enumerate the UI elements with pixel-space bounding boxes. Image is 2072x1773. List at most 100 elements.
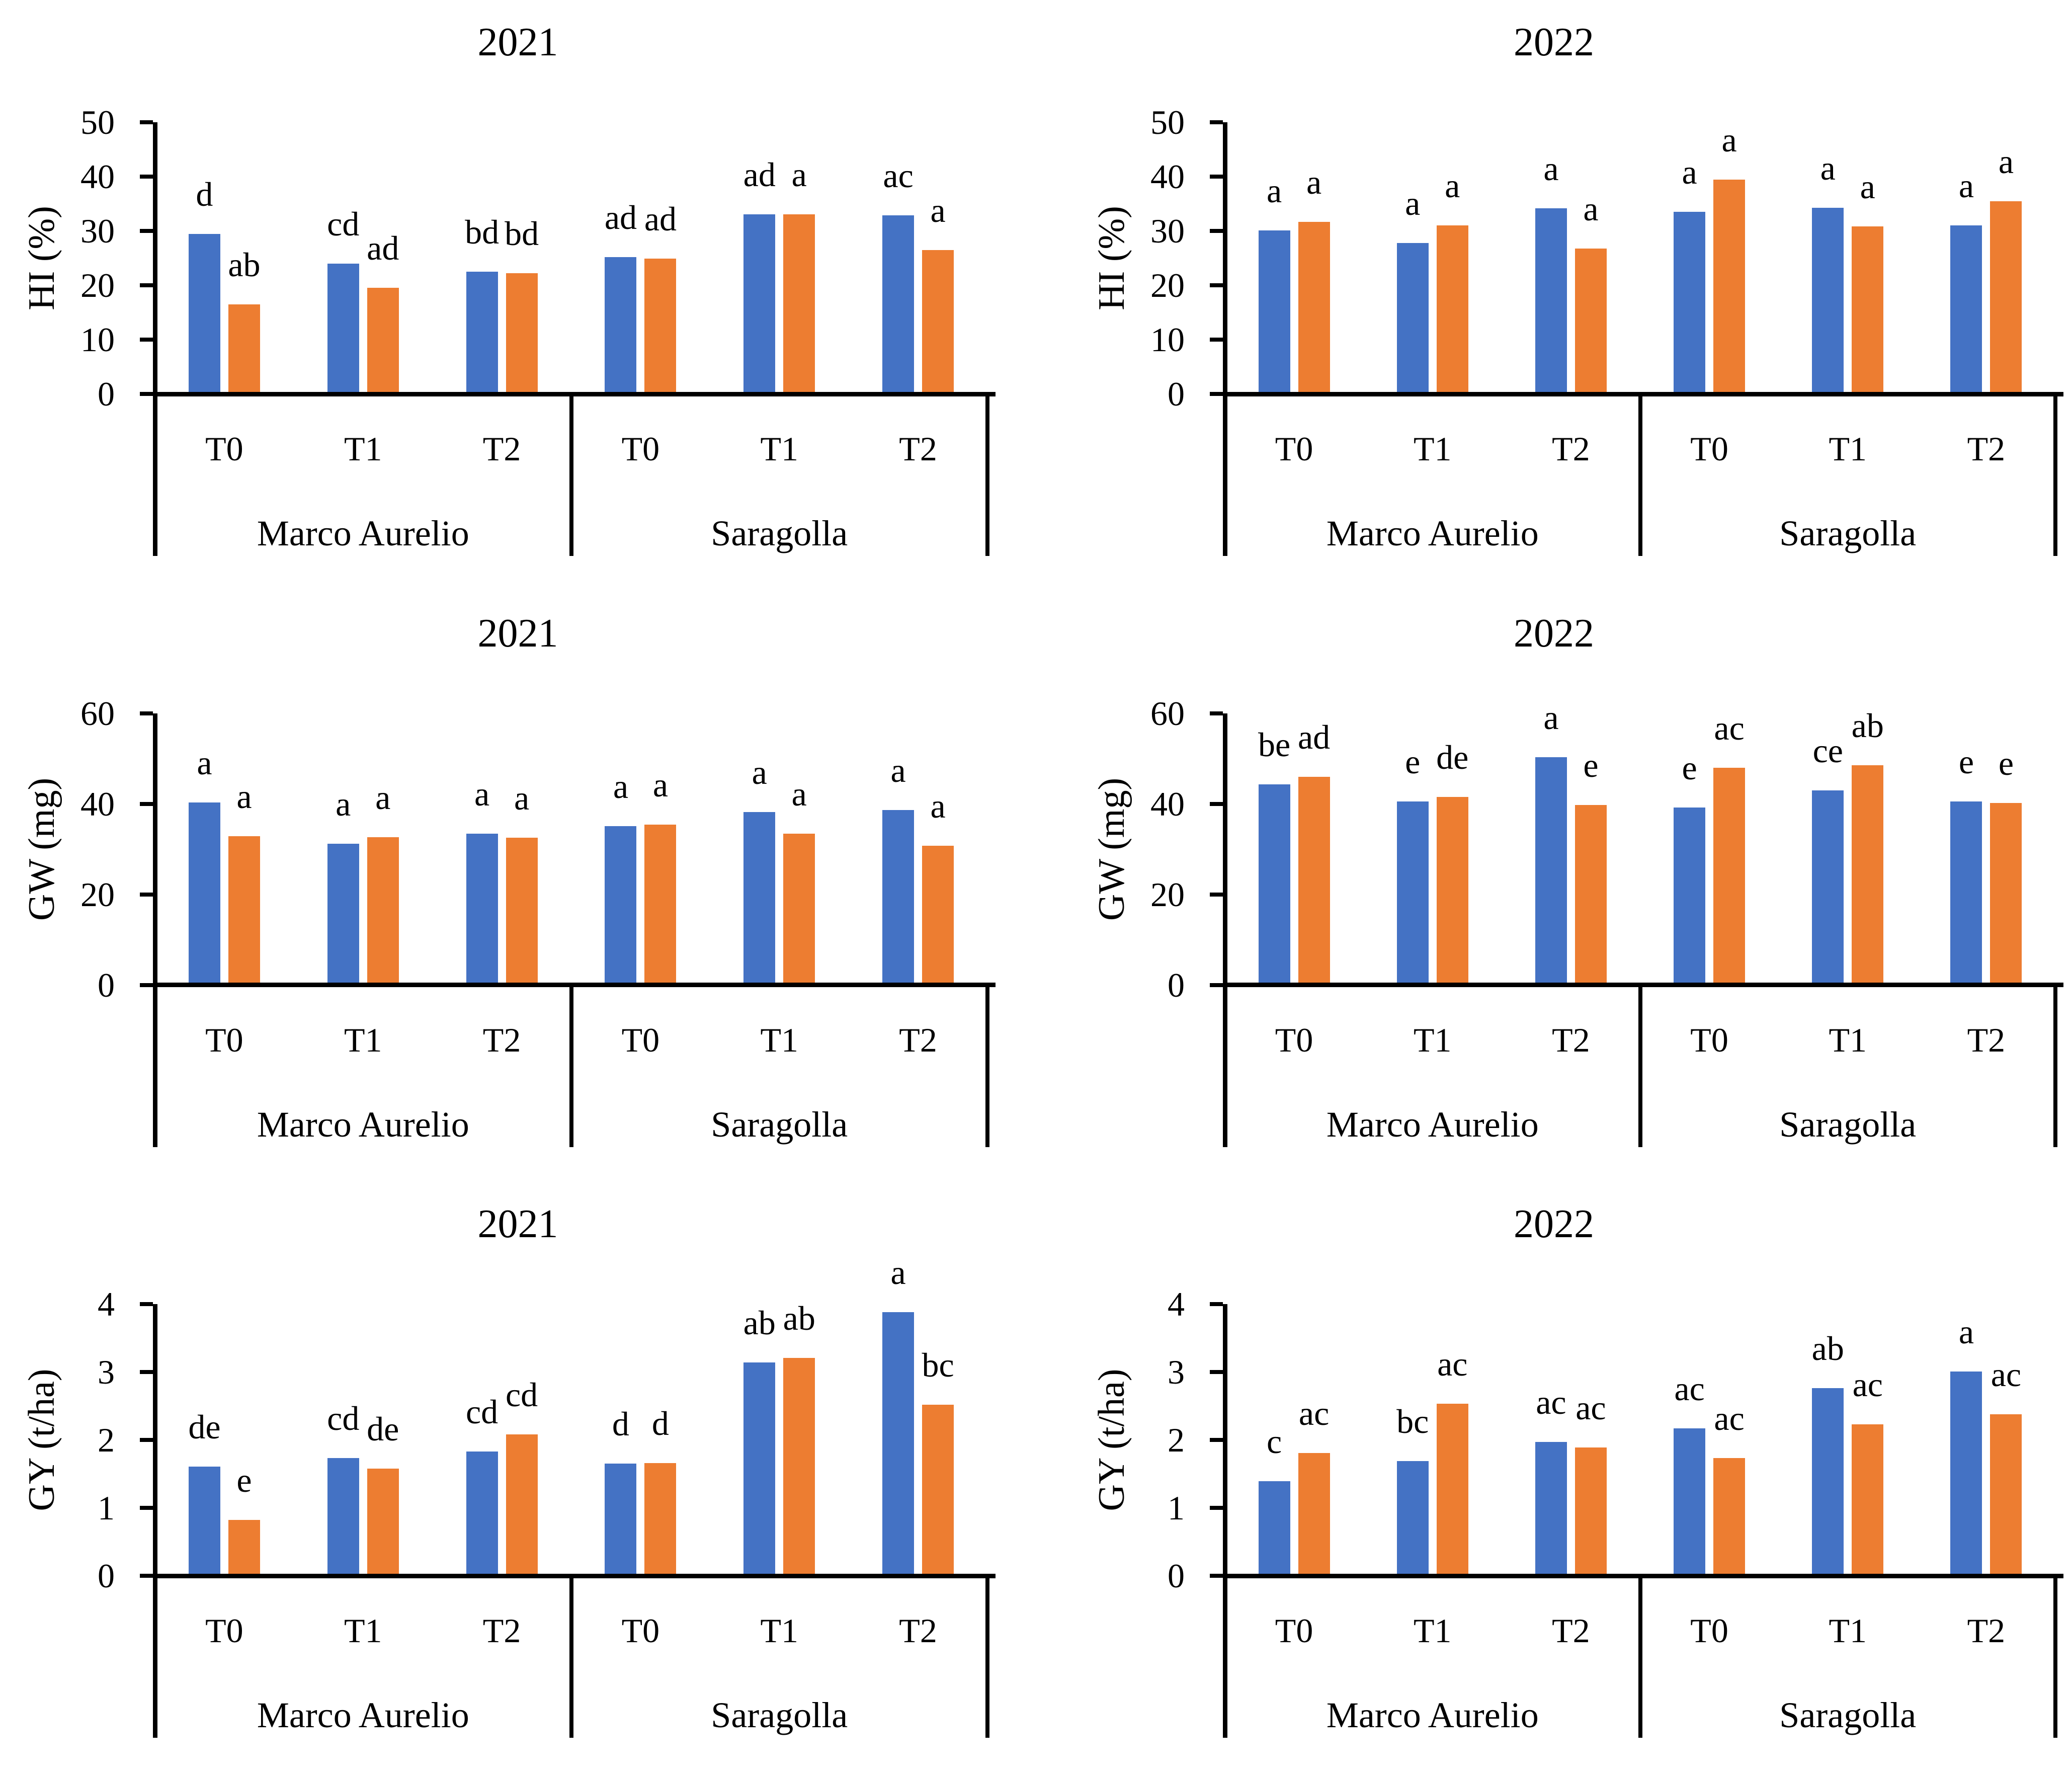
bar-blue — [882, 1312, 915, 1576]
bar-blue — [327, 264, 359, 394]
bar-orange — [1298, 222, 1330, 394]
bar-blue — [605, 1464, 637, 1576]
y-tick-label: 0 — [1168, 375, 1185, 413]
significance-letter: ac — [883, 156, 914, 195]
y-axis-line — [152, 713, 157, 1147]
bar-orange — [1852, 765, 1884, 985]
chart-panel: 2021 HI (%) 0 10 20 30 40 50 Marco Aurelio T0 d ab T… — [0, 0, 1036, 591]
cultivar-label: Saragolla — [711, 1104, 848, 1145]
bar-orange — [644, 824, 677, 985]
treatment-label: T0 — [1275, 1020, 1313, 1059]
bar-orange — [506, 837, 538, 985]
treatment-label: T1 — [344, 1611, 382, 1650]
significance-letter: ad — [743, 155, 776, 194]
significance-letter: ab — [1811, 1329, 1844, 1368]
significance-letter: ac — [1991, 1355, 2022, 1394]
significance-letter: d — [612, 1405, 629, 1443]
x-axis-line — [1222, 983, 2063, 988]
chart-title: 2021 — [477, 1202, 558, 1247]
cultivar-label: Marco Aurelio — [257, 1104, 469, 1145]
significance-letter: a — [652, 765, 668, 804]
chart-panel: 2022 GW (mg) 0 20 40 60 Marco Aurelio T0 be ad T1 e… — [1036, 591, 2072, 1182]
y-tick-label: 40 — [80, 784, 115, 823]
right-border-line — [985, 1576, 989, 1738]
cultivar-label: Saragolla — [711, 1695, 848, 1736]
y-tick-label: 30 — [1150, 212, 1185, 250]
bar-blue — [466, 833, 498, 985]
significance-letter: ac — [1536, 1383, 1566, 1422]
cultivar-label: Saragolla — [1779, 513, 1917, 553]
y-tick-label: 40 — [1150, 157, 1185, 196]
y-tick-mark — [1209, 338, 1223, 342]
treatment-label: T1 — [760, 1020, 799, 1059]
significance-letter: a — [1583, 190, 1599, 228]
y-tick-mark — [1209, 1370, 1223, 1375]
bar-orange — [228, 1520, 260, 1576]
bar-blue — [327, 843, 359, 985]
significance-letter: ad — [1297, 717, 1331, 756]
significance-letter: a — [752, 753, 767, 791]
y-tick-mark — [139, 983, 153, 987]
cultivar-separator-line — [569, 1576, 573, 1738]
y-tick-label: 60 — [80, 694, 115, 733]
significance-letter: a — [1543, 698, 1559, 737]
treatment-label: T2 — [482, 1020, 521, 1059]
bar-blue — [1950, 801, 1982, 985]
bar-blue — [743, 812, 776, 985]
bar-blue — [1950, 1372, 1982, 1576]
significance-letter: cd — [327, 205, 360, 243]
treatment-label: T2 — [1967, 1611, 2006, 1650]
significance-letter: e — [1583, 746, 1599, 784]
y-tick-mark — [1209, 983, 1223, 987]
bar-orange — [1713, 180, 1746, 394]
bar-blue — [1812, 208, 1844, 394]
bar-blue — [466, 1452, 498, 1576]
cultivar-separator-line — [569, 985, 573, 1147]
bar-orange — [783, 214, 815, 394]
significance-letter: a — [336, 784, 351, 823]
chart-title: 2022 — [1514, 1202, 1594, 1247]
significance-letter: a — [1306, 163, 1322, 201]
significance-letter: ac — [1714, 708, 1745, 747]
y-tick-mark — [1209, 801, 1223, 806]
bar-blue — [1258, 230, 1290, 394]
bar-blue — [1812, 1388, 1844, 1576]
y-tick-mark — [1209, 1438, 1223, 1442]
bar-orange — [1298, 1453, 1330, 1576]
significance-letter: ab — [783, 1299, 815, 1338]
bar-orange — [367, 288, 399, 394]
bar-blue — [188, 234, 220, 394]
significance-letter: e — [1958, 742, 1974, 781]
y-tick-label: 20 — [80, 266, 115, 304]
bar-blue — [188, 1467, 220, 1576]
y-tick-label: 0 — [1168, 1557, 1185, 1595]
treatment-label: T1 — [344, 430, 382, 468]
bar-orange — [922, 1405, 954, 1576]
bar-blue — [188, 802, 220, 985]
y-tick-label: 4 — [1168, 1285, 1185, 1324]
y-tick-mark — [139, 338, 153, 342]
x-axis-line — [152, 1573, 996, 1578]
treatment-label: T1 — [1829, 430, 1867, 468]
significance-letter: a — [890, 751, 906, 789]
cultivar-label: Marco Aurelio — [257, 513, 469, 553]
y-tick-label: 0 — [98, 965, 115, 1004]
treatment-label: T0 — [1275, 1611, 1313, 1650]
bar-blue — [743, 214, 776, 394]
treatment-label: T0 — [621, 1020, 660, 1059]
bar-blue — [1535, 757, 1567, 985]
treatment-label: T2 — [482, 430, 521, 468]
significance-letter: a — [1820, 149, 1836, 187]
y-tick-mark — [139, 711, 153, 715]
treatment-label: T0 — [1275, 430, 1313, 468]
y-tick-label: 40 — [1150, 784, 1185, 823]
y-tick-label: 0 — [98, 375, 115, 413]
significance-letter: a — [930, 786, 946, 825]
significance-letter: a — [474, 774, 490, 813]
treatment-label: T1 — [344, 1020, 382, 1059]
treatment-label: T2 — [482, 1611, 521, 1650]
significance-letter: a — [791, 774, 807, 813]
bar-blue — [882, 810, 915, 985]
bar-orange — [783, 1358, 815, 1576]
y-tick-mark — [1209, 283, 1223, 287]
